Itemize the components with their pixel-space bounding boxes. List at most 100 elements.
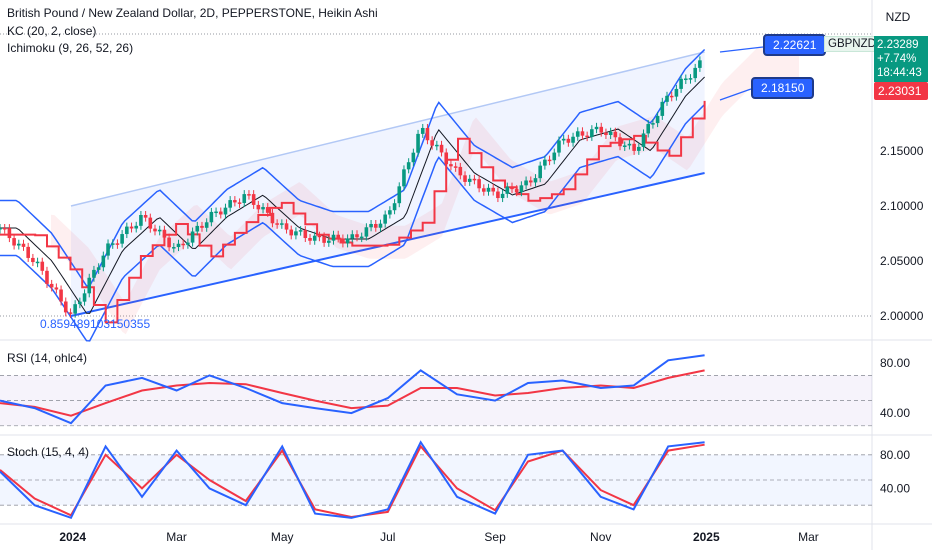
chart-title: British Pound / New Zealand Dollar, 2D, … <box>7 6 378 20</box>
candle <box>115 243 120 245</box>
candle <box>209 211 214 223</box>
candle <box>505 186 510 194</box>
stoch-axis-tick: 40.00 <box>880 481 910 495</box>
candle <box>594 126 599 130</box>
candle <box>580 131 585 136</box>
candle <box>87 277 92 294</box>
candle <box>364 227 369 237</box>
candle <box>435 144 439 147</box>
rsi-axis-tick: 80.00 <box>880 356 910 370</box>
candle <box>453 166 458 168</box>
keltner-upper <box>0 48 706 287</box>
candle <box>2 228 7 230</box>
candle <box>242 194 247 203</box>
candle <box>406 162 411 170</box>
candle <box>359 236 364 239</box>
candle <box>402 169 406 187</box>
candle <box>538 165 542 179</box>
candle <box>110 243 115 245</box>
candle <box>524 180 528 186</box>
candle <box>21 243 26 247</box>
candle <box>68 312 73 314</box>
candle <box>444 152 449 165</box>
candle <box>7 228 12 239</box>
candle <box>280 223 284 225</box>
candle <box>566 138 571 143</box>
time-axis-tick: Mar <box>798 530 819 544</box>
candle <box>284 223 289 230</box>
candle <box>655 115 660 124</box>
candle <box>289 229 294 236</box>
rsi-axis-tick: 40.00 <box>880 406 910 420</box>
candle <box>171 247 176 249</box>
candle <box>420 127 425 134</box>
candle <box>270 212 275 224</box>
candle <box>345 238 350 244</box>
rsi-pane-label[interactable]: RSI (14, ohlc4) <box>7 351 88 365</box>
candle <box>167 237 171 248</box>
kc-indicator-label[interactable]: KC (20, 2, close) <box>7 24 97 38</box>
candle <box>125 226 129 235</box>
candle <box>528 180 533 183</box>
time-axis-tick: 2025 <box>693 530 720 544</box>
candle <box>251 194 256 205</box>
time-axis-tick: May <box>271 530 294 544</box>
bar-countdown: 18:44:43 <box>877 67 922 79</box>
rsi-line <box>0 354 705 425</box>
candle <box>101 255 106 268</box>
candle <box>73 304 77 314</box>
candle <box>543 159 547 166</box>
candle <box>698 60 702 68</box>
candle <box>637 146 641 151</box>
kijun-line <box>0 100 706 324</box>
ichimoku-cloud <box>51 46 799 335</box>
candle <box>0 228 2 230</box>
candle <box>78 301 82 305</box>
candle <box>533 178 538 183</box>
candle <box>214 211 218 214</box>
candle <box>679 78 683 89</box>
currency-button[interactable]: NZD <box>885 10 911 24</box>
candle <box>599 126 604 133</box>
candle <box>486 187 491 192</box>
candle <box>463 175 467 182</box>
channel-upper-line <box>70 51 705 207</box>
candle <box>63 301 68 313</box>
candle <box>693 67 697 79</box>
stoch-pane-label[interactable]: Stoch (15, 4, 4) <box>7 445 90 459</box>
annotation-lower-price[interactable]: 2.18150 <box>751 77 815 99</box>
candle <box>35 261 40 264</box>
candle <box>669 95 674 98</box>
candle <box>472 178 477 181</box>
candle <box>613 131 618 138</box>
candle <box>96 267 101 270</box>
candle <box>641 133 646 147</box>
candle <box>129 226 134 229</box>
candle <box>430 140 434 146</box>
candle <box>618 137 622 147</box>
candle <box>228 200 232 208</box>
candle <box>303 230 308 239</box>
candle <box>186 242 190 245</box>
candle <box>294 231 298 236</box>
annotation-upper-price[interactable]: 2.22621 <box>763 34 827 56</box>
candle <box>369 223 373 228</box>
candle <box>627 143 632 146</box>
candle <box>575 131 580 137</box>
candle <box>510 186 514 190</box>
fib-level-label: 0.859489103150355 <box>40 317 151 331</box>
last-price: 2.23289 <box>877 39 919 51</box>
candle <box>397 186 402 204</box>
candle <box>265 207 270 213</box>
time-axis-tick: Mar <box>166 530 187 544</box>
candle <box>45 270 49 284</box>
ichimoku-indicator-label[interactable]: Ichimoku (9, 26, 52, 26) <box>7 41 134 55</box>
candle <box>16 243 21 246</box>
candle <box>40 261 45 271</box>
candle <box>157 229 162 232</box>
candle <box>373 223 378 228</box>
candle <box>261 207 265 210</box>
candle <box>660 101 665 116</box>
candle <box>491 187 496 192</box>
